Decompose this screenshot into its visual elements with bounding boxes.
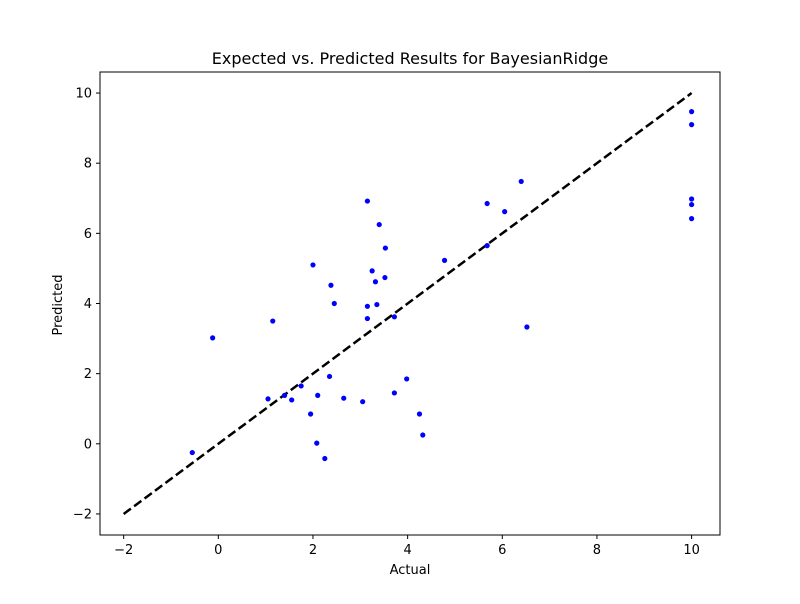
y-tick-label: 0 xyxy=(84,437,92,452)
data-point xyxy=(315,392,321,398)
data-point xyxy=(484,200,490,207)
data-point xyxy=(484,243,490,249)
data-point xyxy=(372,279,379,285)
data-point xyxy=(281,392,288,398)
data-point xyxy=(689,196,695,202)
x-tick-label: 4 xyxy=(403,543,411,558)
x-axis-ticks: −2 0 2 4 6 8 10 xyxy=(114,535,700,558)
data-point xyxy=(689,122,695,128)
data-point xyxy=(308,411,314,417)
data-point xyxy=(310,262,316,268)
data-point xyxy=(420,432,426,438)
data-point xyxy=(364,303,371,309)
data-point xyxy=(298,383,304,389)
x-tick-label: 6 xyxy=(498,543,506,558)
data-point xyxy=(524,324,530,330)
data-point xyxy=(331,300,337,307)
y-tick-label: 4 xyxy=(84,297,92,312)
y-axis-ticks: −2 0 2 4 6 8 10 xyxy=(73,87,100,522)
data-point xyxy=(322,455,328,462)
data-point xyxy=(341,395,347,401)
data-point xyxy=(270,318,276,324)
x-tick-label: 2 xyxy=(309,543,317,558)
x-tick-label: −2 xyxy=(114,543,133,558)
y-tick-label: 10 xyxy=(75,87,92,102)
data-point xyxy=(326,373,333,380)
data-point xyxy=(314,440,320,446)
data-point xyxy=(416,411,423,417)
y-tick-label: 2 xyxy=(84,367,92,382)
data-point xyxy=(328,282,334,288)
data-point xyxy=(265,396,271,402)
y-tick-label: 8 xyxy=(84,157,92,172)
data-point xyxy=(364,198,371,204)
data-point xyxy=(689,201,695,208)
data-point xyxy=(689,109,695,115)
data-point xyxy=(376,221,382,228)
chart-title: Expected vs. Predicted Results for Bayes… xyxy=(212,49,608,68)
data-point xyxy=(391,314,397,320)
data-point xyxy=(289,397,295,403)
data-point xyxy=(364,315,371,322)
reference-diagonal-line xyxy=(122,92,693,515)
data-point xyxy=(441,257,448,263)
data-point xyxy=(382,274,388,281)
y-tick-label: 6 xyxy=(84,227,92,242)
data-point xyxy=(360,399,366,405)
reference-line-layer xyxy=(122,92,693,515)
x-tick-label: 8 xyxy=(593,543,601,558)
y-axis-label: Predicted xyxy=(51,274,66,335)
x-axis-label: Actual xyxy=(390,563,431,578)
y-tick-label: −2 xyxy=(73,507,92,522)
data-point xyxy=(369,268,375,274)
x-tick-label: 0 xyxy=(214,543,222,558)
data-point xyxy=(689,216,695,222)
data-point xyxy=(518,178,524,185)
data-point xyxy=(502,209,508,215)
data-point xyxy=(404,376,410,382)
x-tick-label: 10 xyxy=(683,543,700,558)
data-point xyxy=(189,449,195,456)
plot-area-frame xyxy=(99,71,721,536)
data-point xyxy=(391,390,397,396)
data-points-layer xyxy=(189,109,695,462)
data-point xyxy=(210,335,216,341)
data-point xyxy=(374,301,380,308)
data-point xyxy=(382,245,388,251)
